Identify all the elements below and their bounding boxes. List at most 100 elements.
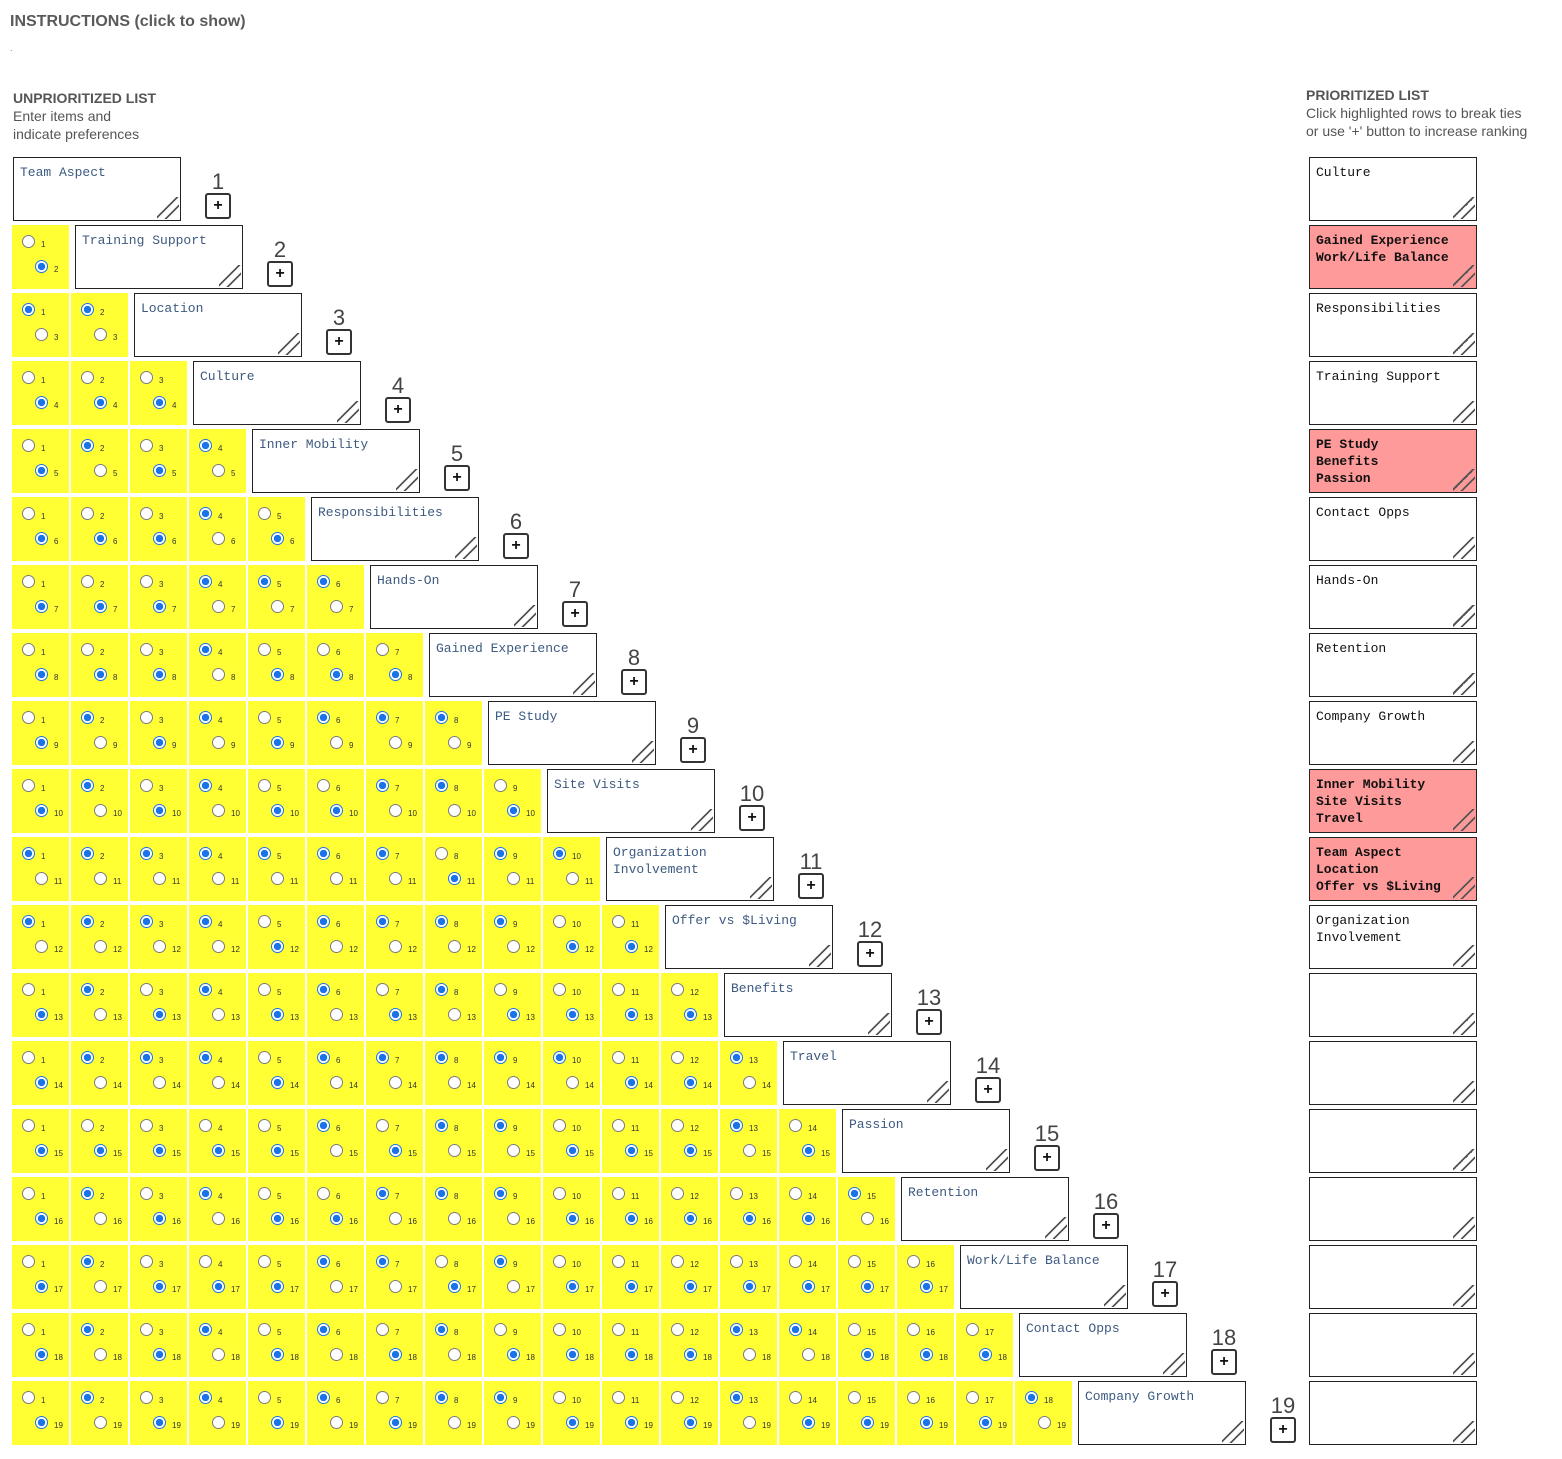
comparison-radio[interactable]: [671, 1323, 684, 1336]
comparison-radio[interactable]: [271, 1280, 284, 1293]
comparison-radio[interactable]: [212, 1212, 225, 1225]
item-textarea[interactable]: Training Support: [75, 225, 243, 289]
comparison-radio[interactable]: [612, 1051, 625, 1064]
comparison-radio[interactable]: [848, 1255, 861, 1268]
comparison-radio[interactable]: [317, 643, 330, 656]
comparison-radio[interactable]: [317, 1255, 330, 1268]
comparison-radio[interactable]: [448, 940, 461, 953]
comparison-radio[interactable]: [553, 1187, 566, 1200]
comparison-radio[interactable]: [612, 915, 625, 928]
comparison-radio[interactable]: [789, 1187, 802, 1200]
increase-rank-button[interactable]: +: [562, 601, 588, 627]
comparison-radio[interactable]: [625, 1076, 638, 1089]
comparison-radio[interactable]: [35, 940, 48, 953]
comparison-radio[interactable]: [494, 1323, 507, 1336]
comparison-radio[interactable]: [684, 1076, 697, 1089]
comparison-radio[interactable]: [199, 1391, 212, 1404]
comparison-radio[interactable]: [389, 1144, 402, 1157]
comparison-radio[interactable]: [22, 1051, 35, 1064]
comparison-radio[interactable]: [907, 1255, 920, 1268]
comparison-radio[interactable]: [389, 668, 402, 681]
priority-slot[interactable]: Organization Involvement: [1309, 905, 1477, 969]
comparison-radio[interactable]: [94, 396, 107, 409]
comparison-radio[interactable]: [199, 711, 212, 724]
comparison-radio[interactable]: [317, 1187, 330, 1200]
comparison-radio[interactable]: [212, 1144, 225, 1157]
comparison-radio[interactable]: [199, 1323, 212, 1336]
comparison-radio[interactable]: [612, 1323, 625, 1336]
comparison-radio[interactable]: [376, 915, 389, 928]
comparison-radio[interactable]: [271, 736, 284, 749]
comparison-radio[interactable]: [389, 804, 402, 817]
item-textarea[interactable]: Team Aspect: [13, 157, 181, 221]
comparison-radio[interactable]: [22, 1119, 35, 1132]
comparison-radio[interactable]: [553, 983, 566, 996]
comparison-radio[interactable]: [81, 711, 94, 724]
comparison-radio[interactable]: [789, 1391, 802, 1404]
comparison-radio[interactable]: [566, 1144, 579, 1157]
comparison-radio[interactable]: [199, 439, 212, 452]
comparison-radio[interactable]: [448, 1416, 461, 1429]
tied-priority-slot[interactable]: Team Aspect Location Offer vs $Living: [1309, 837, 1477, 901]
comparison-radio[interactable]: [435, 847, 448, 860]
comparison-radio[interactable]: [376, 1119, 389, 1132]
comparison-radio[interactable]: [553, 915, 566, 928]
comparison-radio[interactable]: [435, 1323, 448, 1336]
comparison-radio[interactable]: [258, 575, 271, 588]
comparison-radio[interactable]: [743, 1144, 756, 1157]
comparison-radio[interactable]: [671, 1255, 684, 1268]
comparison-radio[interactable]: [507, 940, 520, 953]
comparison-radio[interactable]: [199, 983, 212, 996]
comparison-radio[interactable]: [507, 872, 520, 885]
comparison-radio[interactable]: [625, 1144, 638, 1157]
comparison-radio[interactable]: [81, 847, 94, 860]
increase-rank-button[interactable]: +: [205, 193, 231, 219]
comparison-radio[interactable]: [612, 1119, 625, 1132]
comparison-radio[interactable]: [317, 575, 330, 588]
comparison-radio[interactable]: [743, 1348, 756, 1361]
comparison-radio[interactable]: [861, 1348, 874, 1361]
increase-rank-button[interactable]: +: [1211, 1349, 1237, 1375]
comparison-radio[interactable]: [435, 779, 448, 792]
comparison-radio[interactable]: [330, 1144, 343, 1157]
comparison-radio[interactable]: [376, 847, 389, 860]
comparison-radio[interactable]: [94, 1076, 107, 1089]
comparison-radio[interactable]: [330, 668, 343, 681]
comparison-radio[interactable]: [435, 983, 448, 996]
comparison-radio[interactable]: [271, 940, 284, 953]
priority-slot[interactable]: Hands-On: [1309, 565, 1477, 629]
priority-slot[interactable]: Culture: [1309, 157, 1477, 221]
comparison-radio[interactable]: [566, 1416, 579, 1429]
increase-rank-button[interactable]: +: [680, 737, 706, 763]
comparison-radio[interactable]: [553, 1323, 566, 1336]
comparison-radio[interactable]: [389, 872, 402, 885]
comparison-radio[interactable]: [94, 804, 107, 817]
comparison-radio[interactable]: [212, 464, 225, 477]
comparison-radio[interactable]: [153, 804, 166, 817]
comparison-radio[interactable]: [35, 464, 48, 477]
comparison-radio[interactable]: [566, 1212, 579, 1225]
comparison-radio[interactable]: [258, 1323, 271, 1336]
comparison-radio[interactable]: [212, 872, 225, 885]
comparison-radio[interactable]: [153, 600, 166, 613]
comparison-radio[interactable]: [212, 1008, 225, 1021]
comparison-radio[interactable]: [258, 1255, 271, 1268]
comparison-radio[interactable]: [861, 1416, 874, 1429]
comparison-radio[interactable]: [435, 1051, 448, 1064]
item-textarea[interactable]: Benefits: [724, 973, 892, 1037]
comparison-radio[interactable]: [507, 1348, 520, 1361]
comparison-radio[interactable]: [612, 1187, 625, 1200]
comparison-radio[interactable]: [317, 1051, 330, 1064]
comparison-radio[interactable]: [389, 1348, 402, 1361]
comparison-radio[interactable]: [271, 1348, 284, 1361]
comparison-radio[interactable]: [376, 1187, 389, 1200]
increase-rank-button[interactable]: +: [1270, 1417, 1296, 1443]
tied-priority-slot[interactable]: PE Study Benefits Passion: [1309, 429, 1477, 493]
increase-rank-button[interactable]: +: [267, 261, 293, 287]
comparison-radio[interactable]: [212, 1280, 225, 1293]
increase-rank-button[interactable]: +: [1093, 1213, 1119, 1239]
comparison-radio[interactable]: [494, 847, 507, 860]
comparison-radio[interactable]: [22, 1323, 35, 1336]
comparison-radio[interactable]: [35, 668, 48, 681]
priority-slot[interactable]: [1309, 1041, 1477, 1105]
